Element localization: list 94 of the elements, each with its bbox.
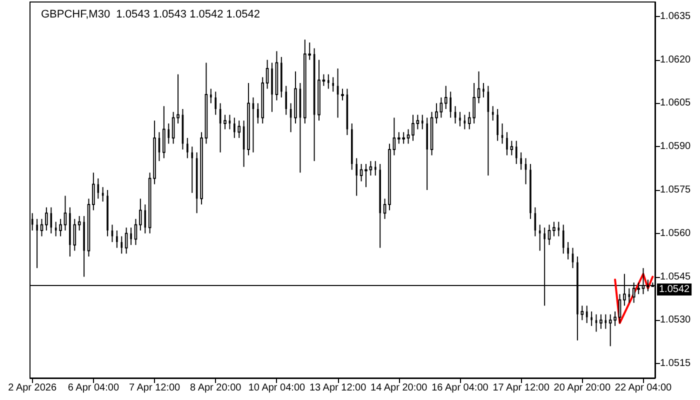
candlestick <box>600 314 602 330</box>
candlestick <box>412 114 414 142</box>
y-tick-label: 1.0530 <box>660 314 692 326</box>
candlestick <box>120 236 123 254</box>
candlestick <box>191 146 194 194</box>
candlestick <box>538 224 541 252</box>
candlestick <box>285 85 288 116</box>
line-series <box>614 272 654 324</box>
candlestick <box>586 305 588 324</box>
candlestick <box>50 206 52 234</box>
x-tick-label: 16 Apr 04:00 <box>432 382 489 394</box>
candlestick <box>459 111 461 127</box>
candlestick <box>590 310 592 326</box>
candlestick <box>406 128 410 144</box>
candlestick <box>97 178 100 200</box>
candlestick <box>341 88 344 101</box>
candlestick <box>552 221 556 237</box>
candlestick <box>144 204 146 234</box>
candlestick <box>92 172 95 211</box>
candlestick <box>515 140 518 164</box>
candlestick <box>604 314 607 330</box>
candlestick <box>40 218 44 237</box>
candlestick <box>234 117 236 138</box>
y-tick-label: 1.0545 <box>660 271 692 282</box>
y-tick-label: 1.0515 <box>660 358 692 370</box>
candlestick <box>520 152 522 170</box>
candlestick <box>78 216 81 231</box>
candlestick <box>54 221 57 237</box>
text: GBPCHF,M30 1.0543 1.0543 1.0542 1.0542 <box>41 8 260 20</box>
candlestick <box>124 227 128 254</box>
x-tick-label: 8 Apr 20:00 <box>190 382 242 394</box>
candlestick <box>139 198 142 231</box>
candlestick <box>238 120 241 138</box>
candlestick <box>134 218 138 246</box>
candlestick <box>168 122 170 144</box>
candlestick <box>628 288 630 304</box>
y-tick-label: 1.0560 <box>660 228 692 239</box>
candlestick <box>496 108 498 142</box>
candlestick <box>477 70 480 104</box>
y-tick-label: 1.0605 <box>660 98 692 109</box>
y-tick-label: 1.0590 <box>660 141 692 152</box>
candlestick <box>224 114 226 130</box>
candlestick <box>416 114 420 130</box>
candlestick <box>435 102 438 124</box>
candlestick <box>322 74 326 86</box>
candlestick <box>73 218 76 252</box>
candlestick <box>482 82 484 98</box>
candlestick <box>492 106 494 122</box>
candlestick <box>567 242 569 260</box>
ref-line-label: 1.0542 <box>659 284 690 295</box>
candlestick <box>364 163 368 188</box>
x-tick-label: 13 Apr 12:00 <box>309 382 367 394</box>
candlestick <box>392 117 396 156</box>
candlestick <box>510 140 514 156</box>
candlestick <box>59 218 62 237</box>
candlestick <box>421 114 424 130</box>
candlestick <box>450 91 452 118</box>
candlestick <box>506 132 508 156</box>
candlestick <box>36 218 38 269</box>
candlestick <box>116 230 118 248</box>
x-tick-label: 22 Apr 04:00 <box>614 382 672 394</box>
y-tick-label: 1.0620 <box>660 54 692 66</box>
candlestick <box>176 74 180 124</box>
candlestick <box>383 198 386 220</box>
candlestick <box>210 88 212 104</box>
y-tick-label: 1.0635 <box>660 10 692 22</box>
candlestick <box>444 85 448 110</box>
x-tick-label: 20 Apr 20:00 <box>554 382 611 394</box>
x-tick-label: 7 Apr 12:00 <box>128 382 181 394</box>
candlestick <box>64 195 67 231</box>
candlestick <box>332 76 334 92</box>
x-tick-label: 17 Apr 12:00 <box>492 382 550 394</box>
x-tick-label: 10 Apr 04:00 <box>248 382 306 394</box>
candlestick <box>45 206 48 231</box>
candlestick <box>186 137 188 159</box>
candlestick <box>214 91 217 116</box>
candlestick <box>356 158 358 196</box>
candlestick <box>130 227 132 246</box>
candlestick <box>562 224 564 254</box>
candlestick <box>580 305 584 321</box>
candlestick <box>327 74 330 90</box>
y-tick-label: 1.0575 <box>660 184 692 196</box>
candlestick <box>162 106 166 159</box>
candlestick <box>618 294 622 324</box>
x-tick-label: 14 Apr 20:00 <box>370 382 428 394</box>
x-tick-label: 2 Apr 2026 <box>8 382 57 394</box>
candlestick <box>440 96 443 118</box>
x-tick-label: 6 Apr 04:00 <box>68 382 120 394</box>
candlestick <box>172 111 175 144</box>
candlestick <box>548 224 551 246</box>
candlestick <box>374 160 376 176</box>
candlestick <box>266 59 269 90</box>
candlestick <box>369 160 372 176</box>
candlestick <box>257 102 259 124</box>
